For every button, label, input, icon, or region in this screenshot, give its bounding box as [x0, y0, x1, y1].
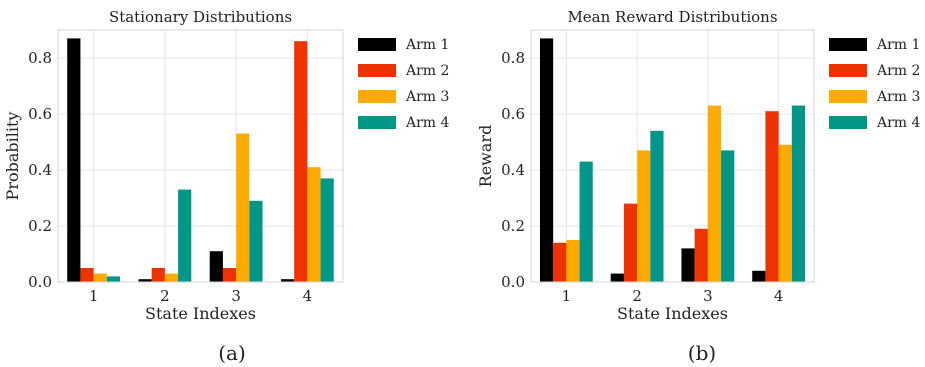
- legend-label: Arm 3: [405, 89, 449, 105]
- y-tick-label: 0.0: [28, 273, 52, 291]
- subfigure-caption: (b): [688, 341, 716, 365]
- y-axis-label: Reward: [476, 125, 495, 188]
- bar-arm3-state2: [164, 273, 179, 282]
- x-axis-label: State Indexes: [617, 304, 728, 323]
- legend-label: Arm 4: [876, 115, 921, 131]
- bar-arm2-state1: [553, 242, 567, 282]
- bar-arm1-state1: [539, 38, 554, 283]
- bar-arm4-state4: [320, 178, 334, 282]
- legend-label: Arm 1: [876, 37, 920, 53]
- bar-arm4-state3: [721, 150, 735, 282]
- bar-arm4-state3: [249, 200, 263, 282]
- x-tick-label: 1: [562, 287, 572, 305]
- bar-arm4-state2: [650, 130, 664, 282]
- legend-label: Arm 4: [405, 115, 450, 131]
- bar-arm2-state3: [222, 268, 237, 282]
- bar-arm2-state4: [765, 111, 779, 282]
- subfigure-caption: (a): [218, 341, 246, 365]
- bar-arm3-state4: [778, 144, 792, 282]
- legend-swatch: [358, 64, 396, 77]
- legend-label: Arm 3: [876, 89, 920, 105]
- x-tick-label: 4: [303, 287, 313, 305]
- bar-arm2-state4: [294, 41, 308, 283]
- legend-swatch: [358, 90, 396, 103]
- plot-frame: [530, 29, 815, 283]
- chart-title: Stationary Distributions: [109, 8, 292, 26]
- bar-arm1-state2: [138, 279, 152, 282]
- y-axis-label: Probability: [3, 112, 22, 201]
- legend-label: Arm 2: [876, 63, 920, 79]
- x-tick-label: 3: [231, 287, 241, 305]
- y-tick-label: 0.2: [501, 217, 525, 235]
- y-tick-label: 0.6: [501, 105, 525, 123]
- x-axis-label: State Indexes: [145, 304, 256, 323]
- bar-arm1-state3: [209, 251, 223, 282]
- x-tick-label: 3: [703, 287, 713, 305]
- bar-arm3-state2: [637, 150, 651, 282]
- legend-swatch: [358, 116, 396, 129]
- plot-frame: [57, 29, 344, 283]
- legend-label: Arm 2: [405, 63, 449, 79]
- chart-panel-mean-reward: 0.0 0.2 0.4 0.6 0.8 1 2 3 4 Mean Reward Distribut…: [476, 8, 921, 365]
- legend-label: Arm 1: [405, 37, 449, 53]
- y-tick-label: 0.8: [28, 49, 52, 67]
- y-tick-label: 0.2: [28, 217, 52, 235]
- x-tick-label: 4: [774, 287, 784, 305]
- bar-arm3-state1: [93, 273, 107, 282]
- x-tick-label: 1: [89, 287, 99, 305]
- bar-arm1-state2: [610, 273, 624, 282]
- y-tick-label: 0.6: [28, 105, 52, 123]
- bar-arm1-state4: [280, 279, 295, 282]
- legend-swatch: [358, 38, 396, 51]
- y-tick-label: 0.0: [501, 273, 525, 291]
- x-tick-label: 2: [160, 287, 170, 305]
- legend-swatch: [829, 64, 867, 77]
- x-tick-label: 2: [632, 287, 642, 305]
- chart-panel-stationary: 0.0 0.2 0.4 0.6 0.8 1 2 3 4 Stationary Distributi…: [3, 8, 450, 365]
- bar-arm2-state1: [80, 268, 94, 282]
- legend-swatch: [829, 38, 867, 51]
- bar-arm1-state1: [67, 38, 81, 283]
- y-tick-label: 0.8: [501, 49, 525, 67]
- bar-arm3-state1: [566, 240, 580, 282]
- bar-arm2-state2: [623, 203, 638, 282]
- legend-swatch: [829, 116, 867, 129]
- bar-arm3-state4: [307, 167, 321, 282]
- bar-arm3-state3: [707, 105, 722, 282]
- y-tick-label: 0.4: [28, 161, 52, 179]
- bar-arm4-state1: [106, 276, 121, 282]
- bar-arm1-state3: [681, 248, 695, 282]
- bar-arm3-state3: [236, 133, 250, 282]
- bar-arm4-state4: [791, 105, 806, 282]
- bar-arm2-state2: [151, 268, 165, 282]
- bar-arm4-state1: [579, 161, 593, 282]
- y-tick-label: 0.4: [501, 161, 525, 179]
- bar-arm4-state2: [178, 189, 192, 282]
- bar-arm2-state3: [694, 228, 708, 282]
- bar-arm1-state4: [752, 270, 766, 282]
- chart-title: Mean Reward Distributions: [567, 8, 777, 26]
- legend-swatch: [829, 90, 867, 103]
